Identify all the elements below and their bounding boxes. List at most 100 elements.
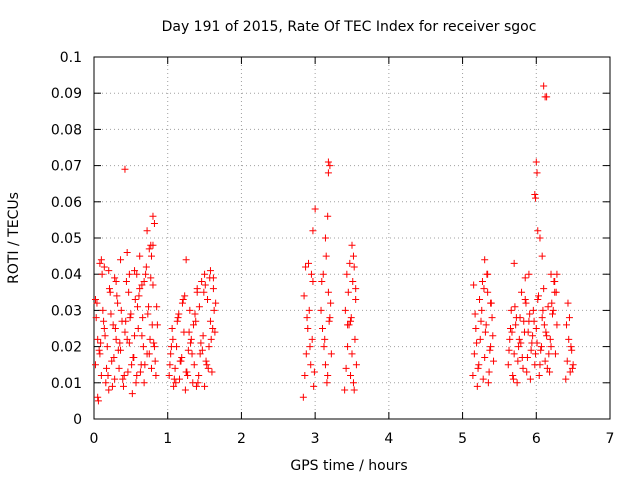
data-point [210,306,218,314]
data-point [119,382,127,390]
data-point [190,361,198,369]
data-point [114,346,122,354]
y-tick-label: 0.05 [51,231,82,247]
data-point [341,306,349,314]
data-point [526,375,534,383]
data-point [110,353,118,361]
data-point [133,372,141,380]
data-point [111,375,119,383]
x-tick-label: 6 [532,431,541,447]
data-point [549,306,557,314]
data-point [181,292,189,300]
data-point [150,343,158,351]
data-point [487,299,495,307]
data-point [478,306,486,314]
data-point [514,357,522,365]
x-tick-label: 2 [237,431,246,447]
data-point [323,379,331,387]
data-point [133,270,141,278]
data-point [326,314,334,322]
data-point [142,270,150,278]
data-point [196,350,204,358]
data-point [481,353,489,361]
data-point [490,357,498,365]
data-point [96,259,104,267]
data-point [543,93,551,101]
data-point [505,346,513,354]
x-tick-label: 3 [311,431,320,447]
data-point [181,386,189,394]
data-point [342,364,350,372]
data-point [148,321,156,329]
data-point [172,379,180,387]
data-point [477,317,485,325]
data-point [184,346,192,354]
data-point [544,303,552,311]
data-point [304,325,312,332]
data-point [147,241,155,249]
data-point [140,277,148,285]
data-point [305,306,313,314]
data-point [319,270,327,278]
data-point [479,375,487,383]
data-point [138,332,146,340]
data-point [108,357,116,365]
data-point [327,350,335,358]
y-tick-label: 0.03 [51,303,82,319]
data-point [567,343,575,351]
data-point [185,328,193,336]
data-point [518,353,526,361]
data-point [532,350,540,358]
data-point [103,343,111,351]
data-point [489,332,497,340]
data-point [553,270,561,278]
data-point [174,314,182,322]
data-point [341,386,349,394]
data-point [175,310,183,318]
data-point [525,270,533,278]
data-point [523,368,531,376]
data-point [346,259,354,267]
data-point [321,234,329,242]
data-point [117,256,125,264]
data-point [195,303,203,311]
data-point [543,364,551,372]
data-point [520,317,528,325]
data-point [534,296,542,304]
data-point [538,252,546,260]
data-point [321,361,329,369]
data-point [529,306,537,314]
data-point [187,339,195,347]
data-point [344,288,352,296]
data-point [149,212,157,220]
data-point [540,82,548,90]
data-point [100,317,108,325]
data-point [106,288,114,296]
data-point [103,364,111,372]
data-point [534,227,542,235]
data-point [178,353,186,361]
data-point [551,350,559,358]
data-point [548,299,556,307]
data-point [302,263,310,271]
data-point [178,299,186,307]
data-point [152,372,160,380]
data-point [125,270,133,278]
data-point [551,277,559,285]
data-point [527,346,535,354]
data-point [564,299,572,307]
data-point [91,296,99,304]
data-point [144,310,152,318]
data-point [470,350,478,358]
data-point [128,390,136,398]
data-point [344,321,352,329]
data-point [481,328,489,336]
data-point [537,343,545,351]
data-point [568,364,576,372]
data-point [344,343,352,351]
data-point [510,259,518,267]
data-point [309,277,317,285]
data-point [309,227,317,235]
data-point [537,346,545,354]
data-point [484,270,492,278]
